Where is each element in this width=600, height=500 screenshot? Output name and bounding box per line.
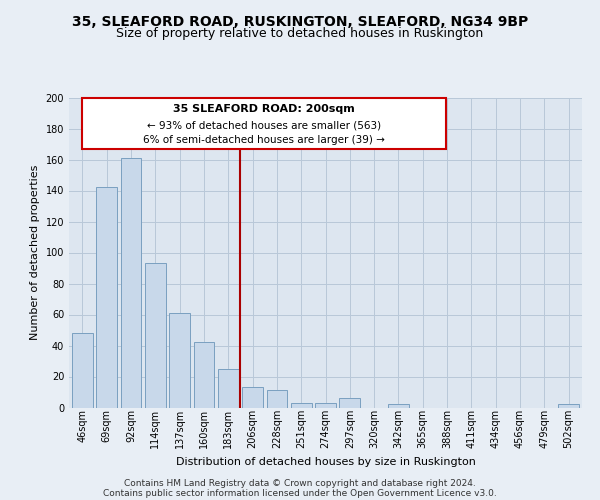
Text: 6% of semi-detached houses are larger (39) →: 6% of semi-detached houses are larger (3… [143, 134, 385, 144]
Bar [388, 404, 409, 407]
X-axis label: Distribution of detached houses by size in Ruskington: Distribution of detached houses by size … [176, 456, 475, 466]
Y-axis label: Number of detached properties: Number of detached properties [30, 165, 40, 340]
Text: 35 SLEAFORD ROAD: 200sqm: 35 SLEAFORD ROAD: 200sqm [173, 104, 355, 114]
Bar [218, 369, 239, 408]
Bar [291, 403, 311, 407]
Bar [315, 403, 336, 407]
Bar [242, 388, 263, 407]
Bar [97, 188, 117, 408]
Text: Size of property relative to detached houses in Ruskington: Size of property relative to detached ho… [116, 28, 484, 40]
Bar [145, 264, 166, 408]
Bar [169, 313, 190, 408]
Bar [558, 404, 579, 407]
Bar [72, 333, 93, 407]
Text: 35, SLEAFORD ROAD, RUSKINGTON, SLEAFORD, NG34 9BP: 35, SLEAFORD ROAD, RUSKINGTON, SLEAFORD,… [72, 15, 528, 29]
Bar [266, 390, 287, 407]
Text: ← 93% of detached houses are smaller (563): ← 93% of detached houses are smaller (56… [147, 120, 381, 130]
FancyBboxPatch shape [82, 98, 446, 148]
Text: Contains public sector information licensed under the Open Government Licence v3: Contains public sector information licen… [103, 488, 497, 498]
Bar [340, 398, 360, 407]
Bar [121, 158, 142, 408]
Bar [194, 342, 214, 407]
Text: Contains HM Land Registry data © Crown copyright and database right 2024.: Contains HM Land Registry data © Crown c… [124, 478, 476, 488]
